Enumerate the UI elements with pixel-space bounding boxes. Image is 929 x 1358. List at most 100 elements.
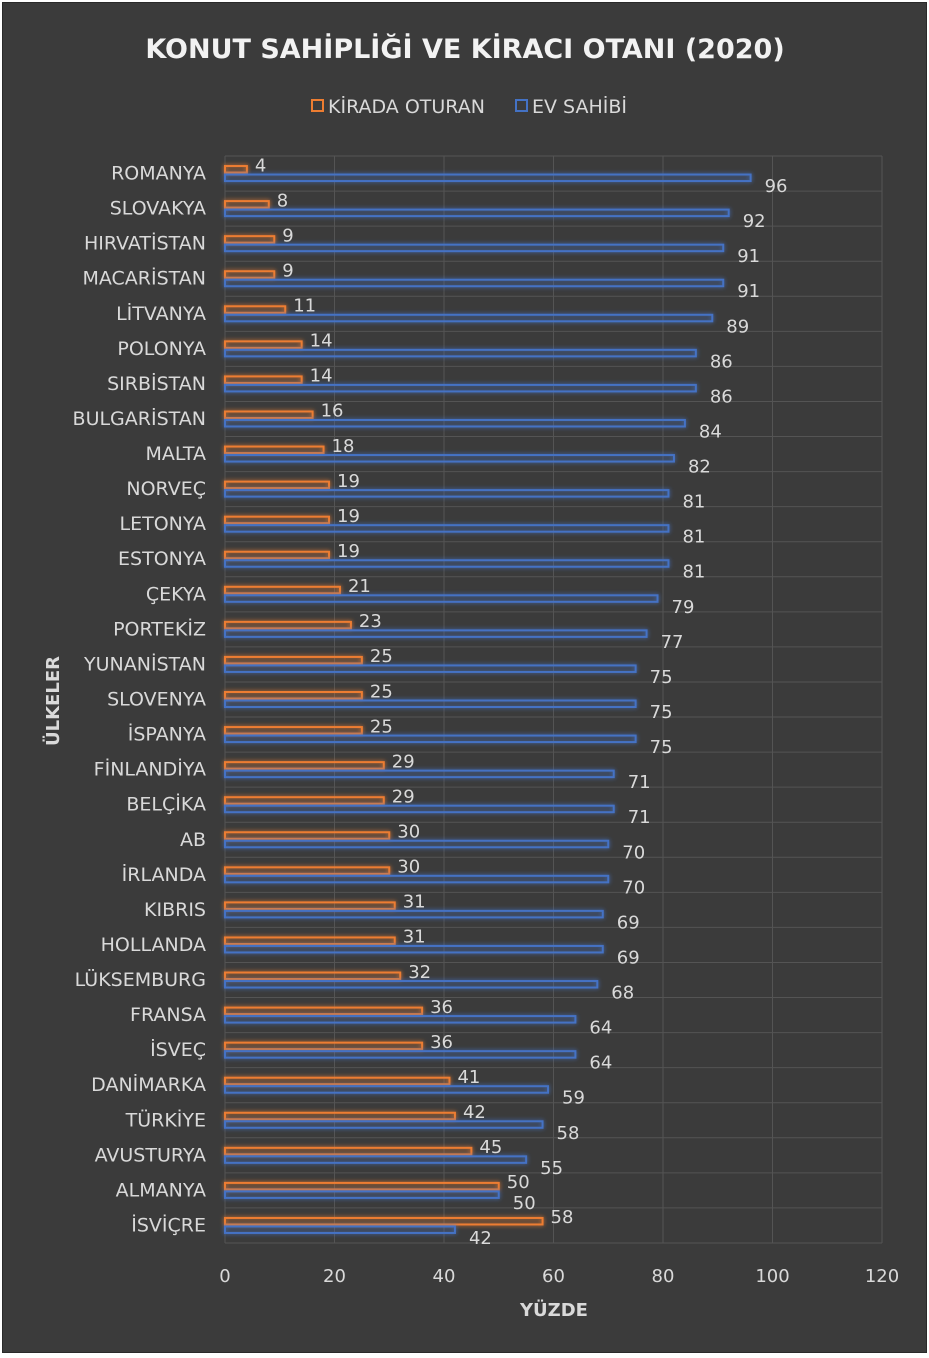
- bar-renters: [224, 235, 276, 244]
- bar-renters: [224, 655, 363, 665]
- x-tick-label: 60: [542, 1266, 565, 1287]
- bar-renters: [224, 1146, 473, 1156]
- bar-owners: [224, 278, 725, 288]
- data-label-owners: 71: [628, 807, 651, 828]
- data-label-renters: 11: [293, 296, 316, 317]
- data-label-owners: 75: [650, 667, 673, 688]
- data-label-owners: 64: [589, 1053, 612, 1074]
- data-label-renters: 14: [310, 366, 333, 387]
- data-label-renters: 32: [408, 962, 431, 983]
- bar-renters: [224, 1181, 500, 1191]
- category-label: FİNLANDİYA: [94, 758, 206, 781]
- data-label-renters: 9: [282, 260, 293, 281]
- data-label-owners: 89: [726, 316, 749, 337]
- bar-owners: [224, 804, 615, 814]
- category-label: LİTVANYA: [116, 302, 206, 325]
- bar-owners: [224, 1155, 528, 1164]
- legend: KİRADA OTURAN EV SAHİBİ: [311, 95, 627, 118]
- category-label: PORTEKİZ: [113, 617, 206, 640]
- category-label: LÜKSEMBURG: [75, 968, 206, 991]
- data-label-renters: 4: [255, 155, 266, 176]
- data-label-owners: 55: [540, 1158, 563, 1179]
- bar-owners: [224, 699, 637, 708]
- data-label-owners: 79: [672, 597, 695, 618]
- data-label-renters: 58: [551, 1207, 574, 1228]
- data-label-owners: 64: [589, 1018, 612, 1039]
- x-tick-label: 100: [755, 1266, 789, 1287]
- x-tick-label: 80: [652, 1266, 675, 1287]
- y-axis-title: ÜLKELER: [42, 656, 64, 746]
- data-label-owners: 81: [682, 562, 705, 583]
- x-axis-title: YÜZDE: [519, 1299, 588, 1321]
- category-label: POLONYA: [117, 338, 206, 360]
- data-label-renters: 19: [337, 506, 360, 527]
- x-tick-labels: 0 20 40 60 80 100 120: [219, 1266, 899, 1287]
- bar-owners: [224, 489, 670, 498]
- data-label-owners: 50: [513, 1193, 536, 1214]
- bar-owners: [224, 559, 670, 568]
- bar-renters: [224, 375, 303, 384]
- bar-renters: [224, 1041, 424, 1051]
- data-label-renters: 25: [370, 646, 393, 667]
- data-label-renters: 23: [359, 611, 382, 632]
- bar-owners: [224, 909, 604, 919]
- bar-renters: [224, 971, 402, 981]
- bar-owners: [224, 769, 615, 779]
- bar-owners: [224, 1085, 550, 1094]
- bars: [224, 165, 752, 1234]
- data-label-renters: 25: [370, 716, 393, 737]
- category-label: MACARİSTAN: [82, 267, 206, 290]
- data-label-owners: 86: [710, 386, 733, 407]
- category-label: HIRVATİSTAN: [84, 232, 206, 255]
- x-tick-label: 40: [433, 1266, 456, 1287]
- bar-owners: [224, 1225, 456, 1234]
- bar-renters: [224, 445, 325, 455]
- bar-renters: [224, 515, 331, 525]
- bar-renters: [224, 270, 276, 279]
- data-label-owners: 69: [617, 912, 640, 933]
- data-label-renters: 31: [403, 927, 426, 948]
- bar-renters: [224, 761, 385, 770]
- data-label-owners: 91: [737, 246, 760, 267]
- data-label-renters: 45: [479, 1137, 502, 1158]
- data-label-owners: 77: [661, 632, 684, 653]
- category-label: ALMANYA: [116, 1179, 206, 1201]
- data-label-renters: 36: [430, 1032, 453, 1053]
- category-label: NORVEÇ: [126, 478, 206, 500]
- data-label-renters: 21: [348, 576, 371, 597]
- bar-renters: [224, 726, 363, 735]
- bar-owners: [224, 664, 637, 673]
- bar-renters: [224, 305, 287, 314]
- data-label-owners: 68: [611, 983, 634, 1004]
- data-label-owners: 69: [617, 947, 640, 968]
- legend-swatch-renters: [311, 99, 324, 112]
- category-label: ROMANYA: [111, 163, 206, 185]
- grid: [224, 155, 883, 1244]
- bar-owners: [224, 418, 686, 428]
- data-label-renters: 36: [430, 997, 453, 1018]
- bar-owners: [224, 243, 725, 253]
- category-label: FRANSA: [130, 1004, 206, 1026]
- data-label-owners: 42: [469, 1228, 492, 1249]
- bar-owners: [224, 944, 604, 954]
- bar-renters: [224, 1006, 424, 1016]
- bar-renters: [224, 831, 391, 840]
- bar-renters: [224, 866, 391, 875]
- bar-renters: [224, 1076, 451, 1086]
- data-label-renters: 8: [277, 190, 288, 211]
- x-tick-label: 120: [865, 1266, 899, 1287]
- category-label: İSPANYA: [128, 723, 206, 746]
- data-label-renters: 30: [397, 822, 420, 843]
- category-label: HOLLANDA: [101, 934, 206, 956]
- category-label: MALTA: [146, 443, 207, 465]
- data-label-owners: 91: [737, 281, 760, 302]
- category-label: İSVEÇ: [150, 1038, 206, 1061]
- data-label-renters: 29: [392, 751, 415, 772]
- bar-renters: [224, 200, 270, 209]
- data-label-renters: 42: [463, 1102, 486, 1123]
- category-label: BELÇİKA: [126, 793, 206, 816]
- x-tick-label: 0: [219, 1266, 230, 1287]
- bar-renters: [224, 620, 352, 630]
- category-label: SLOVENYA: [107, 689, 206, 711]
- bar-renters: [224, 585, 341, 595]
